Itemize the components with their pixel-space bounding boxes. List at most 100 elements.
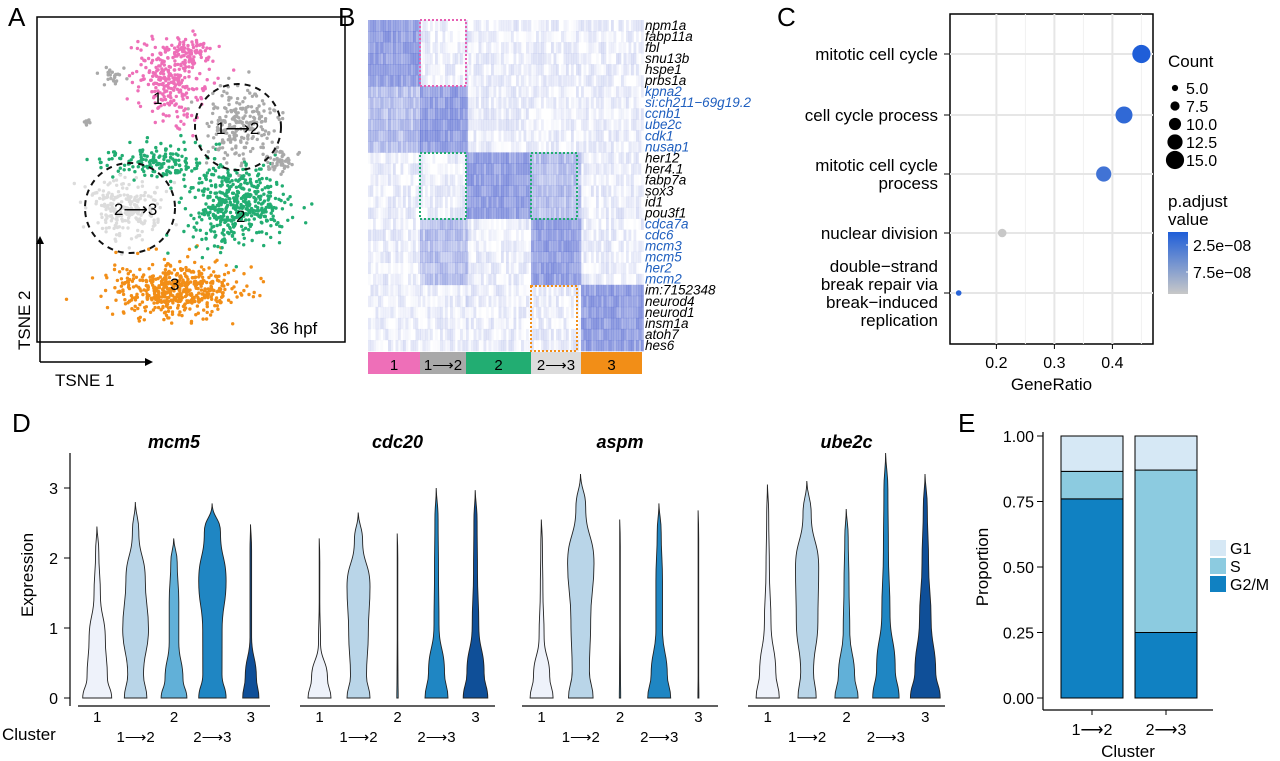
heatmap-cell xyxy=(448,20,451,31)
heatmap-cell xyxy=(613,119,617,131)
heatmap-cell xyxy=(398,42,401,54)
heatmap-cell xyxy=(420,97,423,109)
heatmap-cell xyxy=(576,196,579,208)
heatmap-cell xyxy=(534,31,537,42)
heatmap-cell xyxy=(430,185,433,197)
heatmap-cell xyxy=(618,86,622,98)
tsne-point xyxy=(163,295,167,299)
heatmap-cell xyxy=(538,262,542,275)
heatmap-cell xyxy=(613,130,617,142)
tsne-point xyxy=(234,280,239,284)
heatmap-cell xyxy=(473,295,477,308)
heatmap-cell xyxy=(398,141,401,153)
tsne-point xyxy=(252,184,256,189)
heatmap-cell xyxy=(533,75,537,87)
heatmap-cell xyxy=(440,141,443,153)
heatmap-cell xyxy=(518,163,522,175)
tsne-point xyxy=(131,277,136,281)
heatmap-cell xyxy=(626,263,629,274)
tsne-point xyxy=(190,113,194,118)
heatmap-cell xyxy=(563,64,567,76)
heatmap-cell xyxy=(415,108,419,120)
heatmap-cell xyxy=(408,273,411,286)
tsne-point xyxy=(258,181,262,185)
heatmap-cell xyxy=(613,262,617,275)
heatmap-cell xyxy=(476,196,479,208)
tsne-point xyxy=(220,291,225,295)
heatmap-cell xyxy=(481,262,484,275)
heatmap-cell xyxy=(596,251,599,264)
heatmap-cell xyxy=(462,185,466,197)
tsne-point xyxy=(246,125,251,129)
heatmap-cell xyxy=(427,207,431,219)
heatmap-cell xyxy=(503,119,507,131)
heatmap-cell xyxy=(435,207,438,219)
heatmap-cell xyxy=(390,119,394,131)
heatmap-cell xyxy=(390,130,394,142)
heatmap-cell xyxy=(564,296,567,307)
tsne-point xyxy=(191,269,195,274)
heatmap-cell xyxy=(568,262,572,275)
heatmap-cell xyxy=(626,185,629,197)
heatmap-cell xyxy=(435,75,438,86)
heatmap-cell xyxy=(488,251,492,264)
heatmap-cell xyxy=(457,119,461,131)
heatmap-cell xyxy=(593,141,597,153)
heatmap-cell xyxy=(420,174,423,186)
heatmap-cell xyxy=(533,229,537,241)
heatmap-cell xyxy=(531,119,534,130)
heatmap xyxy=(368,20,644,352)
heatmap-cell xyxy=(621,152,624,164)
tsne-point xyxy=(114,221,119,225)
heatmap-cell xyxy=(568,284,572,297)
heatmap-cell xyxy=(370,31,374,43)
tsne-point xyxy=(213,183,218,187)
heatmap-cell xyxy=(400,196,404,208)
heatmap-cell xyxy=(586,42,589,53)
heatmap-cell xyxy=(561,86,564,98)
heatmap-cell xyxy=(501,295,504,308)
heatmap-cell xyxy=(583,174,587,186)
heatmap-cell xyxy=(561,163,564,175)
heatmap-cell xyxy=(391,163,394,174)
heatmap-cell xyxy=(460,108,463,120)
tsne-point xyxy=(168,91,173,95)
heatmap-cell xyxy=(425,152,428,164)
heatmap-cell xyxy=(437,130,441,142)
heatmap-cell xyxy=(378,75,381,87)
heatmap-cell xyxy=(558,86,562,98)
heatmap-cell xyxy=(548,130,552,142)
tsne-point xyxy=(192,118,197,122)
heatmap-cell xyxy=(430,174,433,186)
tsne-point xyxy=(161,112,165,116)
heatmap-cell xyxy=(508,240,512,253)
heatmap-cell xyxy=(390,295,394,308)
heatmap-cell xyxy=(574,141,577,152)
tsne-point xyxy=(162,311,167,315)
heatmap-cell xyxy=(380,97,384,109)
heatmap-cell xyxy=(395,42,399,54)
heatmap-cell xyxy=(531,174,534,186)
tsne-point xyxy=(241,167,245,172)
heatmap-cell xyxy=(583,196,587,208)
tsne-point xyxy=(220,140,224,145)
heatmap-cell xyxy=(457,130,461,142)
tsne-point xyxy=(142,288,146,292)
tsne-point xyxy=(262,199,267,203)
heatmap-cell xyxy=(601,219,604,230)
tsne-point xyxy=(243,145,248,150)
heatmap-cell xyxy=(425,240,428,253)
heatmap-cell xyxy=(566,119,569,131)
heatmap-cell xyxy=(543,86,547,98)
heatmap-cell xyxy=(521,273,524,286)
tsne-point xyxy=(137,319,141,323)
heatmap-cell xyxy=(609,230,612,241)
tsne-point xyxy=(162,157,166,162)
heatmap-cell xyxy=(442,86,446,98)
tsne-point xyxy=(220,180,224,184)
heatmap-cell xyxy=(614,53,617,64)
heatmap-cell xyxy=(526,31,529,43)
heatmap-cell xyxy=(631,240,634,253)
heatmap-cell xyxy=(453,31,456,42)
heatmap-cell xyxy=(563,86,567,98)
